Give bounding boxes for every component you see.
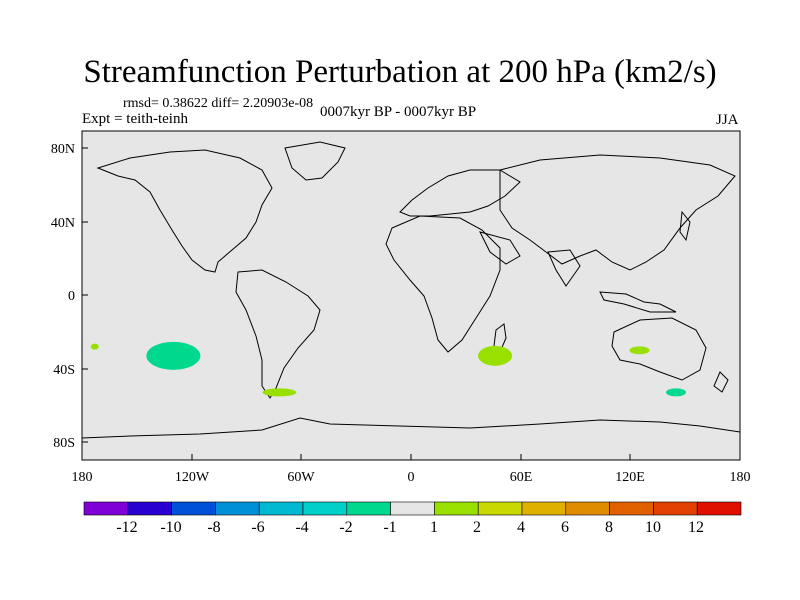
colorbar-label: 8	[605, 519, 613, 536]
colorbar-swatch	[127, 501, 172, 516]
colorbar-label: -10	[160, 519, 181, 536]
colorbar-swatch	[346, 501, 391, 516]
coastlines	[81, 141, 741, 439]
colorbar-label: -8	[207, 519, 220, 536]
colorbar	[83, 501, 742, 516]
lon-tick-label: 120E	[615, 470, 645, 485]
colorbar-label: -4	[295, 519, 308, 536]
lat-tick-label: 40S	[53, 363, 75, 378]
lon-tick-label: 180	[730, 470, 751, 485]
south-indian-anomaly	[478, 345, 513, 366]
colorbar-label: 12	[688, 519, 704, 536]
colorbar-swatch	[565, 501, 610, 516]
lon-tick-label: 60E	[510, 470, 533, 485]
lon-tick-label: 0	[408, 470, 415, 485]
lat-tick-label: 80N	[51, 142, 75, 157]
period-label: 0007kyr BP - 0007kyr BP	[320, 104, 477, 120]
experiment-label: Expt = teith-teinh	[82, 111, 188, 127]
stats-text: rmsd= 0.38622 diff= 2.20903e-08	[123, 96, 314, 111]
colorbar-swatch	[434, 501, 479, 516]
chart-title: Streamfunction Perturbation at 200 hPa (…	[83, 54, 717, 90]
colorbar-swatch	[215, 501, 260, 516]
colorbar-label: -6	[251, 519, 264, 536]
colorbar-label: 10	[645, 519, 661, 536]
colorbar-label: 1	[430, 519, 438, 536]
colorbar-label: -12	[116, 519, 137, 536]
lon-tick-label: 180	[72, 470, 93, 485]
west-pacific-small-anomaly	[90, 343, 99, 350]
colorbar-swatch	[609, 501, 654, 516]
season-label: JJA	[716, 112, 739, 128]
colorbar-swatch	[390, 501, 435, 516]
colorbar-label: -2	[339, 519, 352, 536]
colorbar-label: 6	[561, 519, 569, 536]
patagonia-anomaly	[262, 388, 297, 397]
lat-tick-label: 80S	[53, 436, 75, 451]
colorbar-label: 2	[473, 519, 481, 536]
colorbar-swatch	[258, 501, 304, 516]
lat-tick-label: 40N	[51, 216, 75, 231]
lat-tick-label: 0	[68, 289, 75, 304]
lon-axis: 180 120W 60W 0 60E 120E 180	[72, 454, 751, 485]
colorbar-label: 4	[517, 519, 525, 536]
map-plot-area	[81, 130, 741, 461]
colorbar-swatch	[696, 501, 742, 516]
lat-axis: 80N 40N 0 40S 80S	[51, 142, 88, 451]
colorbar-swatch	[521, 501, 567, 516]
colorbar-swatch	[302, 501, 348, 516]
south-pacific-anomaly	[146, 341, 201, 370]
colorbar-swatch	[477, 501, 523, 516]
colorbar-label: -1	[383, 519, 396, 536]
lon-tick-label: 120W	[175, 470, 210, 485]
colorbar-swatch	[653, 501, 698, 516]
colorbar-swatch	[83, 501, 129, 516]
australia-anomaly	[629, 346, 650, 355]
colorbar-labels: -12 -10 -8 -6 -4 -2 -1 1 2 4 6 8 10 12	[116, 519, 704, 536]
colorbar-swatch	[171, 501, 216, 516]
lon-tick-label: 60W	[287, 470, 315, 485]
tasman-anomaly	[666, 388, 687, 397]
